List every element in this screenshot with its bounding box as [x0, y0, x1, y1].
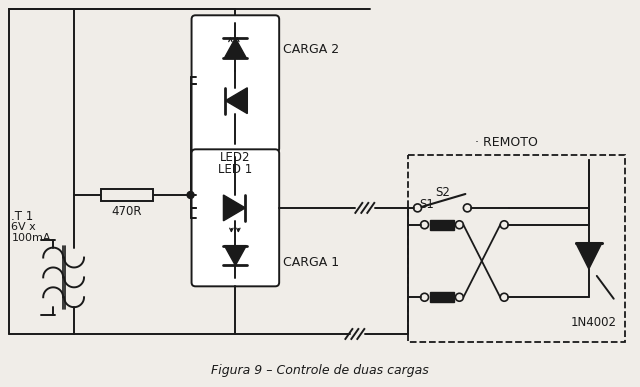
Bar [429, 220, 454, 230]
Text: CARGA 1: CARGA 1 [283, 256, 339, 269]
Text: S1: S1 [420, 198, 435, 211]
Polygon shape [225, 88, 247, 113]
Bar [101, 189, 153, 201]
Bar [408, 155, 625, 342]
Polygon shape [223, 195, 245, 221]
Bar [429, 292, 454, 302]
Text: CARGA 2: CARGA 2 [283, 43, 339, 56]
Circle shape [187, 192, 194, 199]
Polygon shape [576, 243, 602, 269]
Text: LED2: LED2 [220, 151, 251, 164]
Text: .T 1: .T 1 [12, 210, 33, 223]
Text: LED 1: LED 1 [218, 163, 253, 176]
Text: 470R: 470R [111, 205, 142, 218]
FancyBboxPatch shape [191, 149, 279, 286]
Text: · REMOTO: · REMOTO [475, 136, 538, 149]
Polygon shape [225, 38, 246, 58]
Polygon shape [225, 246, 246, 265]
Text: 6V x
100mA: 6V x 100mA [12, 222, 51, 243]
FancyBboxPatch shape [191, 15, 279, 152]
Text: Figura 9 – Controle de duas cargas: Figura 9 – Controle de duas cargas [211, 364, 429, 377]
Text: 1N4002: 1N4002 [571, 316, 617, 329]
Text: S2: S2 [435, 186, 450, 199]
